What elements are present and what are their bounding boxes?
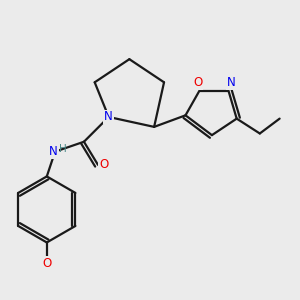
Text: N: N — [104, 110, 113, 124]
Text: H: H — [58, 144, 66, 154]
Text: O: O — [193, 76, 203, 89]
Text: N: N — [227, 76, 236, 89]
Text: O: O — [42, 257, 51, 270]
Text: N: N — [49, 145, 58, 158]
Text: O: O — [99, 158, 108, 171]
